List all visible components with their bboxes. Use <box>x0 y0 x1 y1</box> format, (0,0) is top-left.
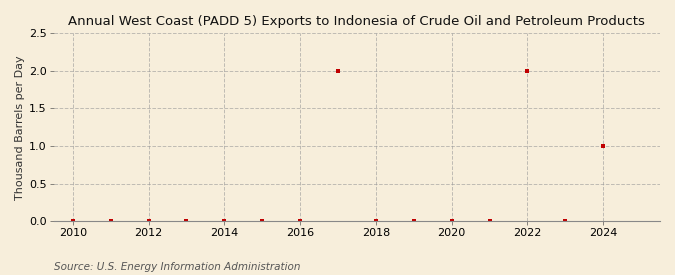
Y-axis label: Thousand Barrels per Day: Thousand Barrels per Day <box>15 55 25 199</box>
Title: Annual West Coast (PADD 5) Exports to Indonesia of Crude Oil and Petroleum Produ: Annual West Coast (PADD 5) Exports to In… <box>68 15 645 28</box>
Text: Source: U.S. Energy Information Administration: Source: U.S. Energy Information Administ… <box>54 262 300 272</box>
